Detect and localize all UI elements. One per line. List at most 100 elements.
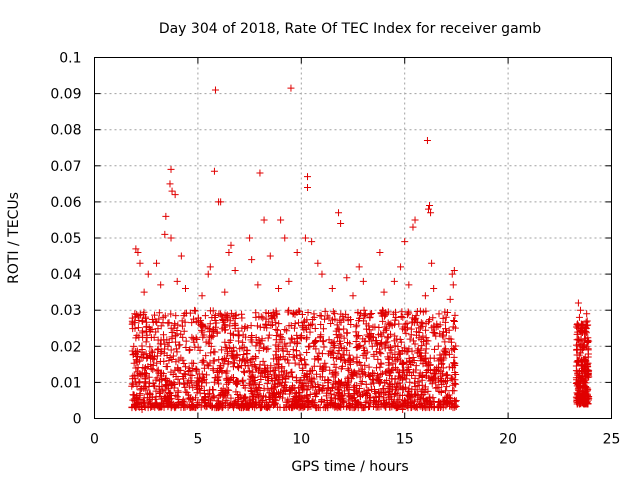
data-point bbox=[345, 392, 353, 400]
data-point bbox=[285, 359, 293, 367]
data-point bbox=[282, 369, 290, 377]
data-point bbox=[391, 375, 399, 383]
data-point bbox=[368, 385, 376, 393]
data-point bbox=[272, 393, 280, 401]
data-point bbox=[140, 308, 148, 316]
data-point bbox=[224, 360, 232, 368]
data-point bbox=[162, 212, 170, 220]
data-point bbox=[306, 328, 314, 336]
data-point bbox=[583, 310, 591, 318]
data-point bbox=[446, 395, 454, 403]
data-point bbox=[224, 391, 232, 399]
data-point bbox=[367, 399, 375, 407]
y-axis-label: ROTI / TECUs bbox=[6, 192, 22, 284]
data-point bbox=[212, 319, 220, 327]
data-point bbox=[263, 380, 271, 388]
data-point bbox=[421, 292, 429, 300]
data-point bbox=[372, 390, 380, 398]
data-point bbox=[142, 338, 150, 346]
data-point bbox=[139, 400, 147, 408]
data-point bbox=[237, 395, 245, 403]
data-point bbox=[287, 387, 295, 395]
data-point bbox=[387, 381, 395, 389]
data-point bbox=[328, 285, 336, 293]
data-point bbox=[155, 309, 163, 317]
data-point bbox=[158, 347, 166, 355]
data-point bbox=[262, 309, 270, 317]
data-point bbox=[574, 368, 582, 376]
data-point bbox=[575, 336, 583, 344]
data-point bbox=[167, 324, 175, 332]
data-point bbox=[355, 384, 363, 392]
data-point bbox=[355, 263, 363, 271]
data-point bbox=[403, 319, 411, 327]
data-point bbox=[156, 385, 164, 393]
data-point bbox=[246, 234, 254, 242]
data-point bbox=[385, 321, 393, 329]
data-point bbox=[329, 353, 337, 361]
data-point bbox=[206, 328, 214, 336]
data-point bbox=[277, 216, 285, 224]
data-point bbox=[145, 397, 153, 405]
data-point bbox=[257, 313, 265, 321]
data-point bbox=[223, 376, 231, 384]
chart-title: Day 304 of 2018, Rate Of TEC Index for r… bbox=[159, 21, 541, 37]
data-point bbox=[366, 313, 374, 321]
data-point bbox=[450, 266, 458, 274]
data-point bbox=[131, 310, 139, 318]
data-point bbox=[222, 354, 230, 362]
data-point bbox=[335, 331, 343, 339]
data-point bbox=[303, 349, 311, 357]
data-point bbox=[424, 205, 432, 213]
data-point bbox=[132, 313, 140, 321]
data-point bbox=[417, 354, 425, 362]
data-point bbox=[399, 376, 407, 384]
data-points bbox=[128, 84, 593, 413]
data-point bbox=[245, 379, 253, 387]
data-point bbox=[378, 370, 386, 378]
data-point bbox=[168, 335, 176, 343]
data-point bbox=[167, 234, 175, 242]
data-point bbox=[196, 374, 204, 382]
data-point bbox=[232, 379, 240, 387]
data-point bbox=[277, 333, 285, 341]
data-point bbox=[298, 384, 306, 392]
data-point bbox=[317, 312, 325, 320]
data-point bbox=[436, 351, 444, 359]
data-point bbox=[133, 382, 141, 390]
data-point bbox=[191, 343, 199, 351]
data-point bbox=[259, 392, 267, 400]
grid-lines bbox=[94, 57, 612, 419]
data-point bbox=[300, 402, 308, 410]
data-point bbox=[239, 338, 247, 346]
data-point bbox=[402, 329, 410, 337]
data-point bbox=[145, 382, 153, 390]
data-point bbox=[218, 367, 226, 375]
data-point bbox=[281, 234, 289, 242]
data-point bbox=[211, 348, 219, 356]
data-point bbox=[451, 324, 459, 332]
data-point bbox=[282, 342, 290, 350]
data-point bbox=[199, 356, 207, 364]
data-point bbox=[206, 263, 214, 271]
data-point bbox=[138, 405, 146, 413]
data-point bbox=[303, 394, 311, 402]
data-point bbox=[575, 313, 583, 321]
y-tick-label: 0.07 bbox=[50, 159, 81, 175]
data-point bbox=[318, 367, 326, 375]
data-point bbox=[203, 361, 211, 369]
data-point bbox=[140, 350, 148, 358]
axis-ticks: 0 0.01 0.02 0.03 0.04 0.05 0.06 0.07 0.08 0.09 0.1… bbox=[50, 51, 620, 448]
data-point bbox=[357, 401, 365, 409]
data-point bbox=[154, 402, 162, 410]
data-point bbox=[365, 331, 373, 339]
data-point bbox=[385, 344, 393, 352]
data-point bbox=[139, 354, 147, 362]
data-point bbox=[168, 187, 176, 195]
data-point bbox=[577, 399, 585, 407]
data-point bbox=[583, 390, 591, 398]
data-point bbox=[424, 387, 432, 395]
data-point bbox=[174, 388, 182, 396]
data-point bbox=[399, 405, 407, 413]
data-point bbox=[163, 352, 171, 360]
